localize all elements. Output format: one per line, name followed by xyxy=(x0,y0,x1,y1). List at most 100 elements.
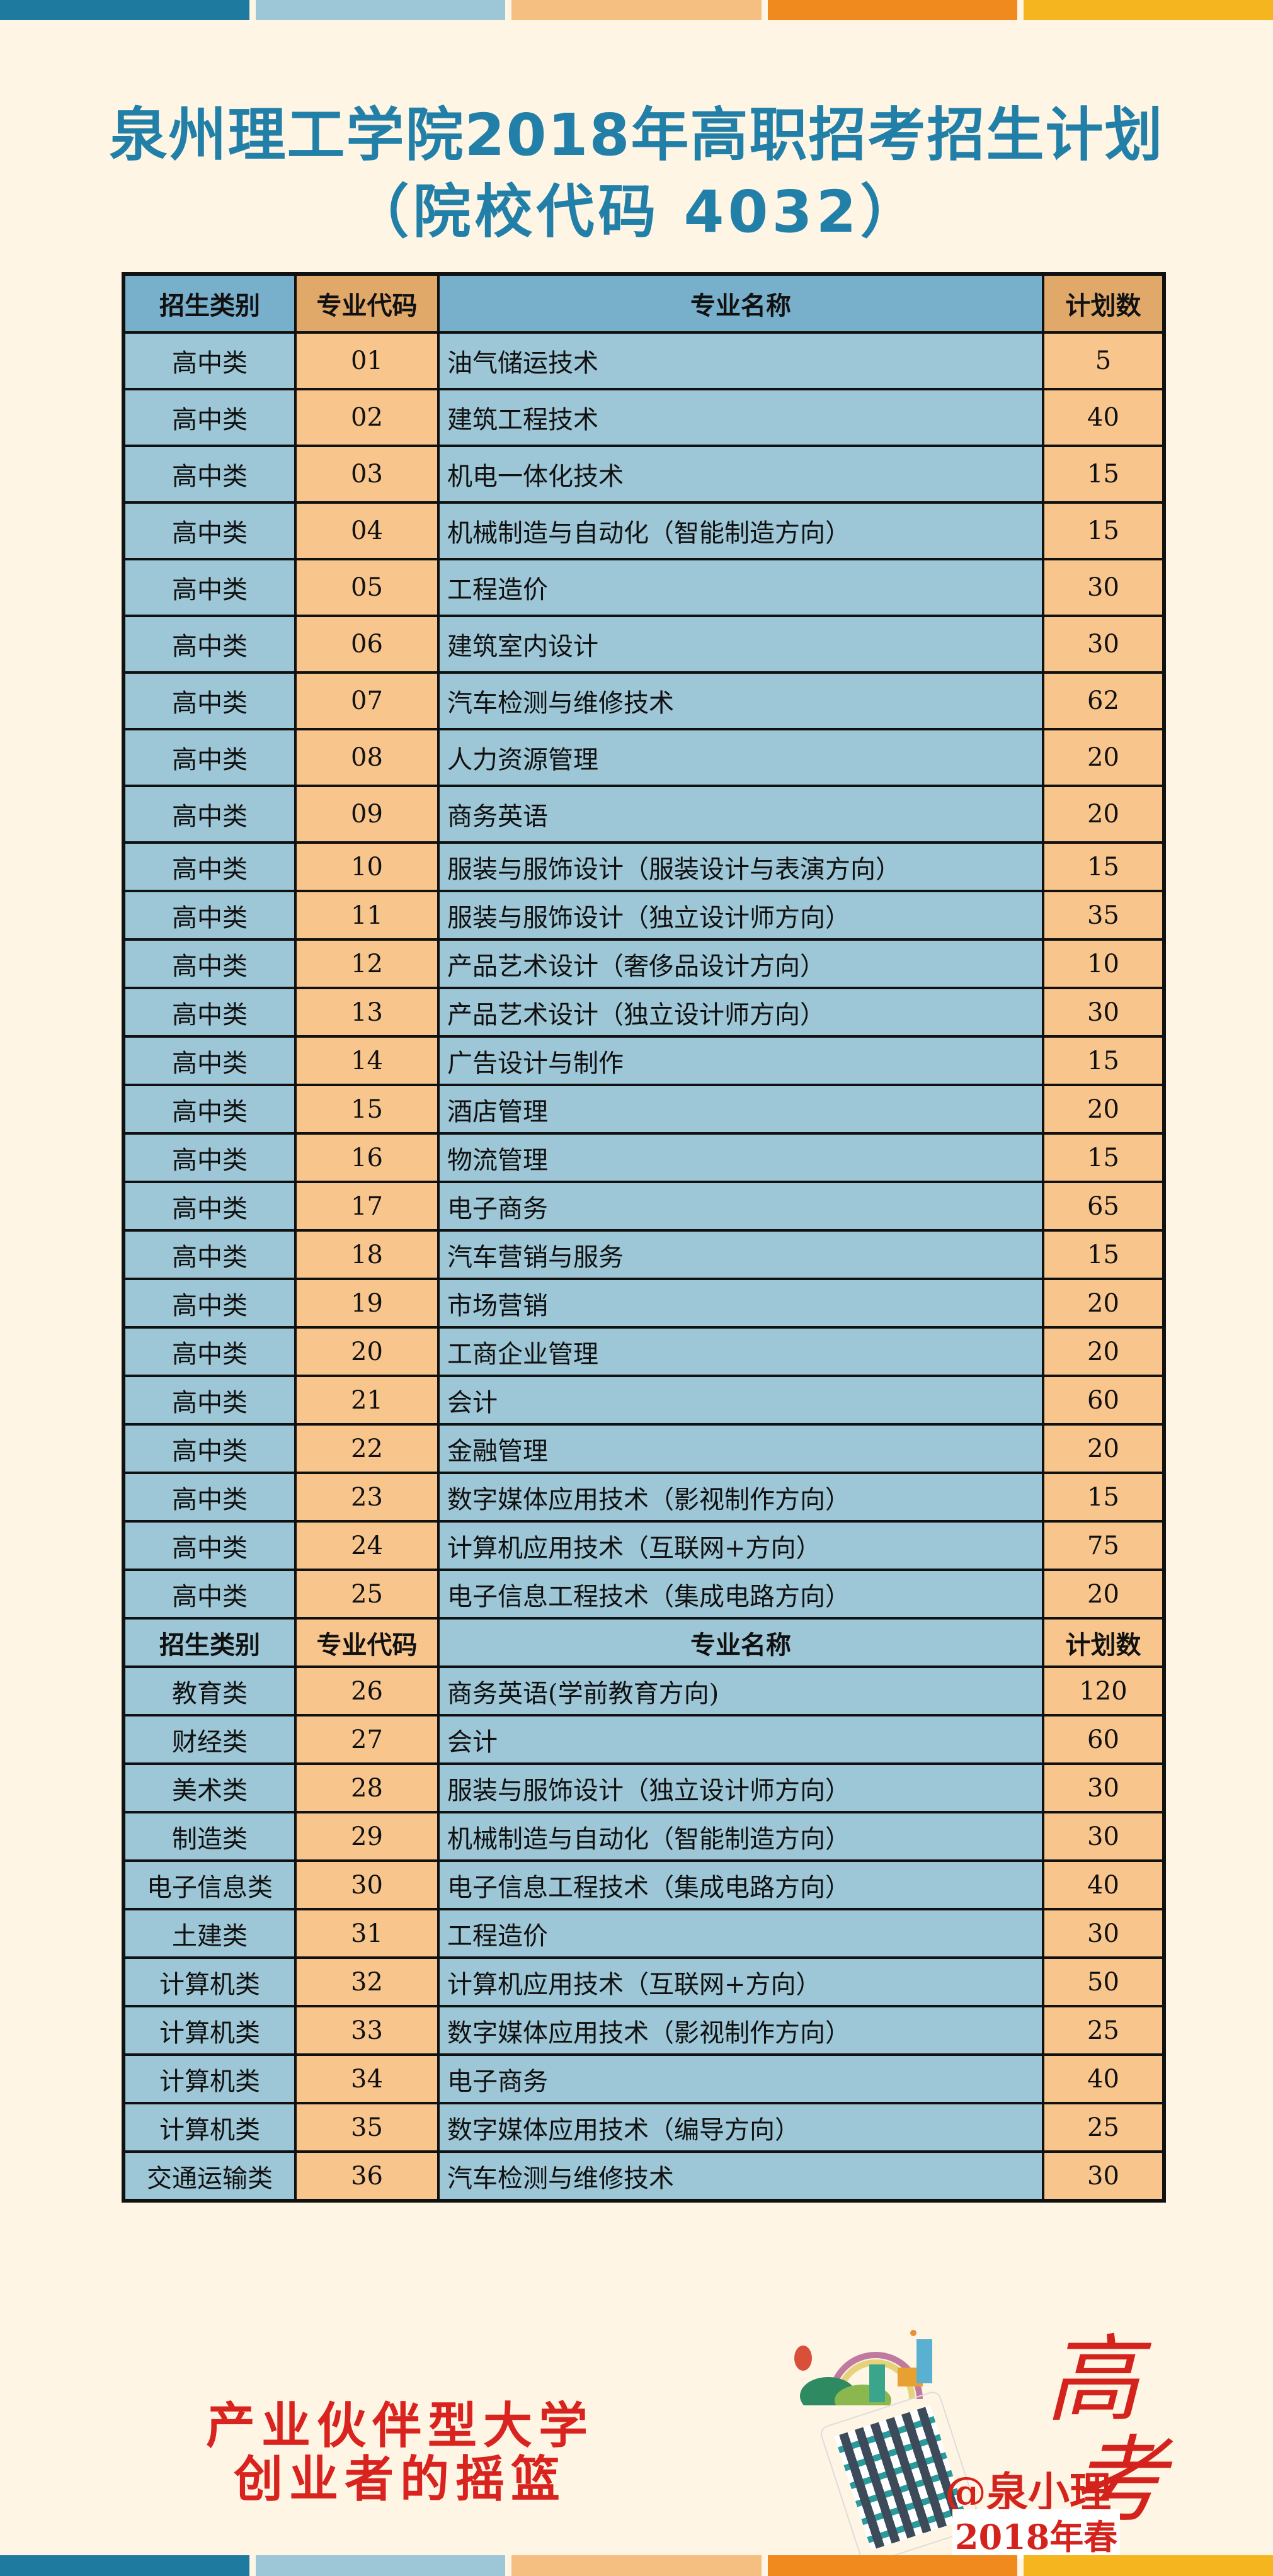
quota-cell: 20 xyxy=(1042,1326,1165,1377)
quota-cell: 15 xyxy=(1042,1472,1165,1523)
season-label: 2018年春 xyxy=(952,2509,1121,2559)
quota-cell: 15 xyxy=(1042,1229,1165,1280)
code-cell: 01 xyxy=(294,331,440,390)
color-bar xyxy=(256,2555,506,2576)
code-cell: 10 xyxy=(294,841,440,892)
table-row: 高中类 14 广告设计与制作 15 xyxy=(122,1035,1165,1086)
code-cell: 24 xyxy=(294,1520,440,1571)
color-bar xyxy=(511,2555,762,2576)
code-cell: 30 xyxy=(294,1859,440,1910)
category-cell: 高中类 xyxy=(122,615,297,674)
table-row: 计算机类 32 计算机应用技术（互联网+方向） 50 xyxy=(122,1956,1165,2007)
gao-char: 高 xyxy=(1046,2325,1141,2435)
table-row: 高中类 11 服装与服饰设计（独立设计师方向） 35 xyxy=(122,890,1165,941)
category-cell: 高中类 xyxy=(122,388,297,447)
category-cell: 高中类 xyxy=(122,938,297,989)
table-row: 高中类 22 金融管理 20 xyxy=(122,1423,1165,1474)
major-cell: 工程造价 xyxy=(437,558,1044,617)
table-row: 高中类 04 机械制造与自动化（智能制造方向） 15 xyxy=(122,501,1165,560)
code-cell: 25 xyxy=(294,1569,440,1620)
category-cell: 高中类 xyxy=(122,785,297,844)
code-cell: 09 xyxy=(294,785,440,844)
quota-cell: 15 xyxy=(1042,1132,1165,1183)
category-cell: 计算机类 xyxy=(122,2005,297,2056)
quota-cell: 20 xyxy=(1042,1084,1165,1135)
code-cell: 22 xyxy=(294,1423,440,1474)
quota-cell: 35 xyxy=(1042,890,1165,941)
category-cell: 高中类 xyxy=(122,841,297,892)
code-cell: 11 xyxy=(294,890,440,941)
major-cell: 服装与服饰设计（独立设计师方向） xyxy=(437,890,1044,941)
major-cell: 产品艺术设计（独立设计师方向） xyxy=(437,987,1044,1038)
code-cell: 19 xyxy=(294,1278,440,1329)
major-cell: 油气储运技术 xyxy=(437,331,1044,390)
column-header: 招生类别 xyxy=(122,273,297,334)
quota-cell: 40 xyxy=(1042,2053,1165,2104)
category-cell: 高中类 xyxy=(122,671,297,730)
table-row: 教育类 26 商务英语(学前教育方向) 120 xyxy=(122,1665,1165,1716)
quota-cell: 5 xyxy=(1042,331,1165,390)
major-cell: 工商企业管理 xyxy=(437,1326,1044,1377)
quota-cell: 30 xyxy=(1042,2150,1165,2202)
quota-cell: 30 xyxy=(1042,1811,1165,1862)
code-cell: 27 xyxy=(294,1714,440,1765)
color-bar xyxy=(767,0,1017,20)
major-cell: 商务英语 xyxy=(437,785,1044,844)
code-cell: 33 xyxy=(294,2005,440,2056)
code-cell: 05 xyxy=(294,558,440,617)
code-cell: 28 xyxy=(294,1762,440,1813)
quota-cell: 60 xyxy=(1042,1714,1165,1765)
code-cell: 29 xyxy=(294,1811,440,1862)
major-cell: 会计 xyxy=(437,1375,1044,1426)
category-cell: 教育类 xyxy=(122,1665,297,1716)
major-cell: 数字媒体应用技术（影视制作方向） xyxy=(437,2005,1044,2056)
major-cell: 机械制造与自动化（智能制造方向） xyxy=(437,1811,1044,1862)
table-row: 高中类 06 建筑室内设计 30 xyxy=(122,615,1165,674)
code-cell: 14 xyxy=(294,1035,440,1086)
code-cell: 12 xyxy=(294,938,440,989)
table-row: 高中类 07 汽车检测与维修技术 62 xyxy=(122,671,1165,730)
major-cell: 服装与服饰设计（独立设计师方向） xyxy=(437,1762,1044,1813)
category-cell: 高中类 xyxy=(122,331,297,390)
code-cell: 08 xyxy=(294,728,440,787)
color-bar xyxy=(0,0,250,20)
category-cell: 高中类 xyxy=(122,1423,297,1474)
major-cell: 金融管理 xyxy=(437,1423,1044,1474)
category-cell: 高中类 xyxy=(122,987,297,1038)
table-row: 高中类 24 计算机应用技术（互联网+方向） 75 xyxy=(122,1520,1165,1571)
major-cell: 工程造价 xyxy=(437,1908,1044,1959)
table-row: 计算机类 34 电子商务 40 xyxy=(122,2053,1165,2104)
major-cell: 电子信息工程技术（集成电路方向） xyxy=(437,1569,1044,1620)
column-header: 计划数 xyxy=(1042,273,1165,334)
major-cell: 数字媒体应用技术（编导方向） xyxy=(437,2102,1044,2153)
code-cell: 16 xyxy=(294,1132,440,1183)
category-cell: 高中类 xyxy=(122,445,297,504)
major-cell: 数字媒体应用技术（影视制作方向） xyxy=(437,1472,1044,1523)
major-cell: 建筑工程技术 xyxy=(437,388,1044,447)
account-handle: @泉小理 xyxy=(945,2468,1111,2517)
table-row: 美术类 28 服装与服饰设计（独立设计师方向） 30 xyxy=(122,1762,1165,1813)
quota-cell: 20 xyxy=(1042,785,1165,844)
major-cell: 产品艺术设计（奢侈品设计方向） xyxy=(437,938,1044,989)
table-row: 财经类 27 会计 60 xyxy=(122,1714,1165,1765)
quota-cell: 30 xyxy=(1042,558,1165,617)
major-cell: 机械制造与自动化（智能制造方向） xyxy=(437,501,1044,560)
table-header-row-2: 招生类别 专业代码 专业名称 计划数 xyxy=(122,1617,1165,1668)
major-cell: 计算机应用技术（互联网+方向） xyxy=(437,1956,1044,2007)
table-row: 高中类 05 工程造价 30 xyxy=(122,558,1165,617)
table-row: 高中类 08 人力资源管理 20 xyxy=(122,728,1165,787)
table-row: 土建类 31 工程造价 30 xyxy=(122,1908,1165,1959)
slogan-line-1: 产业伙伴型大学 xyxy=(205,2398,594,2454)
quota-cell: 30 xyxy=(1042,1762,1165,1813)
category-cell: 高中类 xyxy=(122,1520,297,1571)
school-code: （院校代码 4032） xyxy=(351,178,922,246)
color-bar xyxy=(511,0,762,20)
color-bar xyxy=(0,2555,250,2576)
table-row: 交通运输类 36 汽车检测与维修技术 30 xyxy=(122,2150,1165,2202)
table-row: 高中类 20 工商企业管理 20 xyxy=(122,1326,1165,1377)
table-row: 高中类 02 建筑工程技术 40 xyxy=(122,388,1165,447)
table-row: 高中类 15 酒店管理 20 xyxy=(122,1084,1165,1135)
bottom-color-bars xyxy=(0,2555,1273,2576)
major-cell: 电子信息工程技术（集成电路方向） xyxy=(437,1859,1044,1910)
major-cell: 计算机应用技术（互联网+方向） xyxy=(437,1520,1044,1571)
